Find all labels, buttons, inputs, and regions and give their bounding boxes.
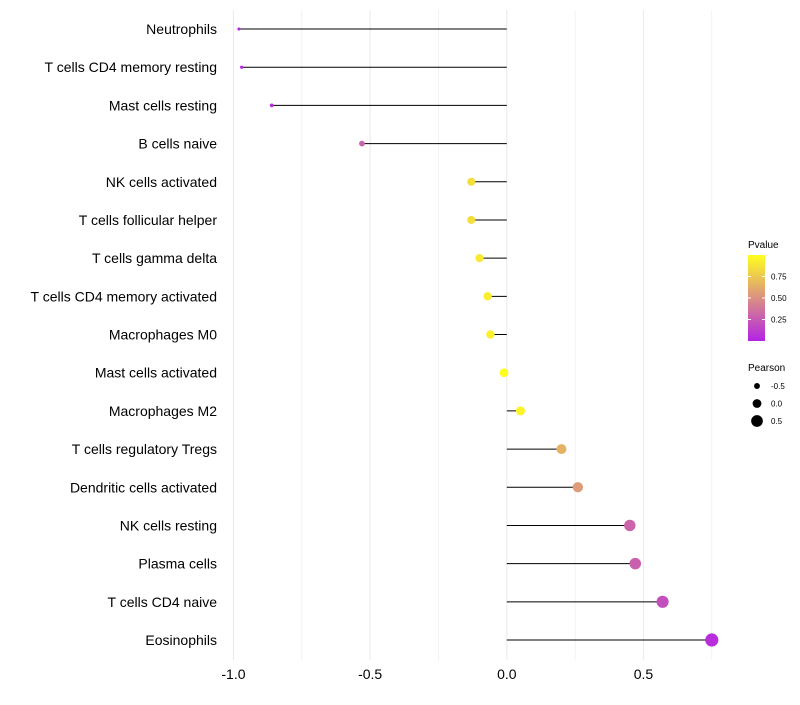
data-point [499, 368, 509, 378]
size-legend-items: -0.5 0.0 0.5 [751, 382, 785, 427]
y-tick-label: NK cells activated [106, 174, 217, 190]
y-tick-label: T cells follicular helper [79, 212, 218, 228]
y-tick-label: Neutrophils [146, 21, 217, 37]
data-point [475, 254, 484, 263]
data-point [467, 215, 476, 224]
y-tick-label: T cells CD4 memory activated [31, 288, 217, 304]
legend-area: Pvalue 0.75 0.50 0.25 Pearson -0.5 0.0 0.5 [748, 240, 787, 427]
data-point [240, 65, 244, 69]
data-point [483, 292, 492, 301]
size-legend-dot [752, 399, 762, 408]
y-tick-label: T cells regulatory Tregs [72, 441, 217, 457]
data-point [629, 557, 642, 570]
y-tick-label: Mast cells activated [95, 365, 217, 381]
y-tick-labels: Neutrophils T cells CD4 memory resting Mas… [31, 21, 218, 648]
x-tick-label: -0.5 [358, 666, 382, 682]
y-tick-label: Dendritic cells activated [70, 479, 217, 495]
x-tick-label: -1.0 [221, 666, 245, 682]
y-tick-label: Mast cells resting [109, 97, 217, 113]
colorbar-title: Pvalue [748, 240, 779, 251]
data-point [515, 406, 526, 416]
y-tick-label: NK cells resting [120, 517, 217, 533]
data-point [624, 519, 636, 532]
y-tick-label: B cells naive [138, 136, 217, 152]
stem-layer [238, 28, 712, 641]
size-legend-dot [751, 415, 763, 427]
x-tick-label: 0.5 [634, 666, 654, 682]
colorbar-gradient [748, 255, 765, 341]
y-tick-label: T cells gamma delta [92, 250, 217, 266]
y-tick-label: Macrophages M0 [109, 327, 217, 343]
y-tick-label: T cells CD4 memory resting [45, 59, 217, 75]
size-legend-dot [754, 383, 760, 389]
y-tick-label: Eosinophils [145, 632, 217, 648]
colorbar-tick-label: 0.50 [771, 294, 787, 303]
colorbar-tick-label: 0.25 [771, 316, 787, 325]
data-point [359, 140, 365, 147]
y-tick-label: T cells CD4 naive [108, 594, 218, 610]
point-layer [237, 27, 719, 647]
data-point [705, 633, 719, 647]
data-point [467, 177, 476, 186]
size-legend-label: 0.0 [771, 400, 783, 409]
x-tick-labels: -1.0 -0.5 0.0 0.5 [221, 666, 653, 682]
size-legend-label: -0.5 [771, 382, 785, 391]
data-point [556, 444, 567, 455]
colorbar-tick-label: 0.75 [771, 273, 787, 282]
data-point [656, 595, 669, 608]
data-point [486, 330, 495, 339]
y-tick-label: Plasma cells [138, 556, 217, 572]
colorbar-ticks: 0.75 0.50 0.25 [748, 273, 787, 325]
size-legend-title: Pearson [748, 363, 785, 374]
data-point [237, 27, 241, 31]
size-legend-label: 0.5 [771, 417, 783, 426]
y-tick-label: Macrophages M2 [109, 403, 217, 419]
data-point [572, 482, 584, 493]
x-tick-label: 0.0 [497, 666, 517, 682]
data-point [269, 103, 274, 108]
